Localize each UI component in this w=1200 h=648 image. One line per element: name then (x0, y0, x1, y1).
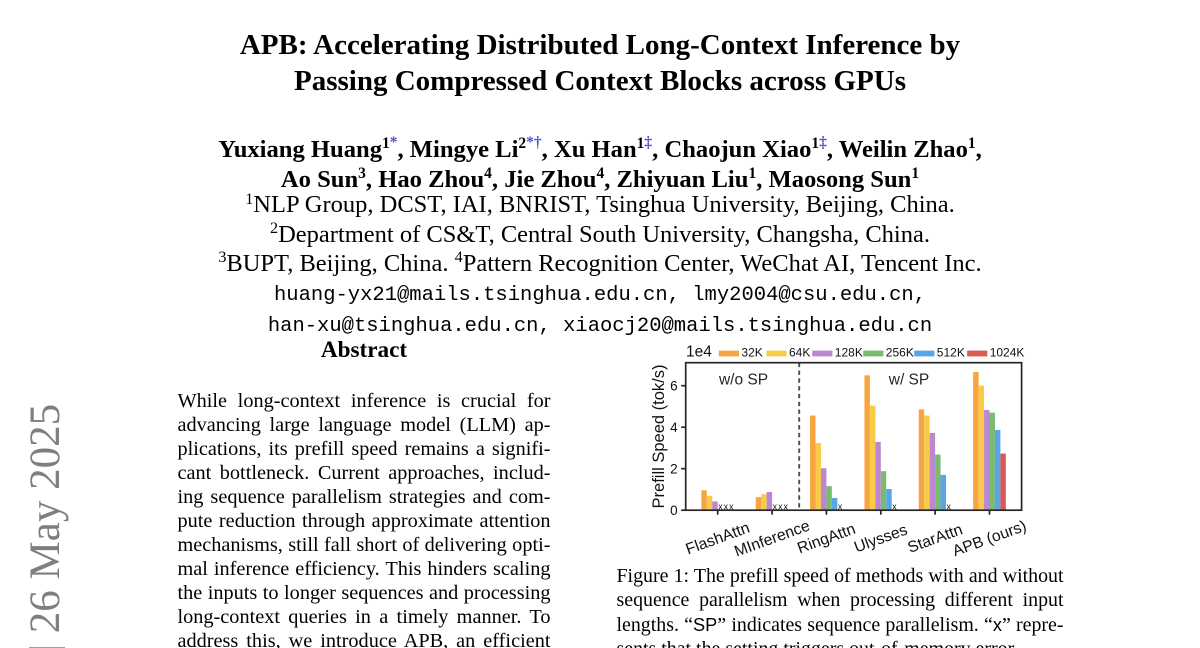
svg-text:x: x (729, 501, 734, 511)
svg-text:APB (ours): APB (ours) (950, 518, 1028, 560)
svg-text:512K: 512K (937, 346, 965, 360)
svg-text:x: x (724, 501, 729, 511)
svg-text:x: x (718, 501, 723, 511)
svg-text:64K: 64K (789, 346, 810, 360)
svg-text:w/o SP: w/o SP (718, 372, 768, 389)
svg-text:128K: 128K (835, 346, 863, 360)
svg-text:Ulysses: Ulysses (852, 521, 910, 556)
svg-text:256K: 256K (886, 346, 914, 360)
svg-text:1e4: 1e4 (686, 344, 712, 361)
svg-text:x: x (838, 501, 843, 511)
svg-text:4: 4 (670, 420, 678, 435)
svg-text:Prefill Speed (tok/s): Prefill Speed (tok/s) (650, 365, 668, 509)
svg-text:1024K: 1024K (990, 346, 1025, 360)
svg-text:x: x (773, 501, 778, 511)
svg-text:x: x (892, 501, 897, 511)
svg-text:x: x (784, 501, 789, 511)
svg-text:2: 2 (670, 461, 678, 476)
svg-text:32K: 32K (741, 346, 762, 360)
svg-text:0: 0 (670, 503, 678, 518)
svg-text:x: x (778, 501, 783, 511)
svg-text:w/ SP: w/ SP (888, 372, 929, 389)
svg-text:x: x (947, 501, 952, 511)
svg-text:6: 6 (670, 378, 678, 393)
